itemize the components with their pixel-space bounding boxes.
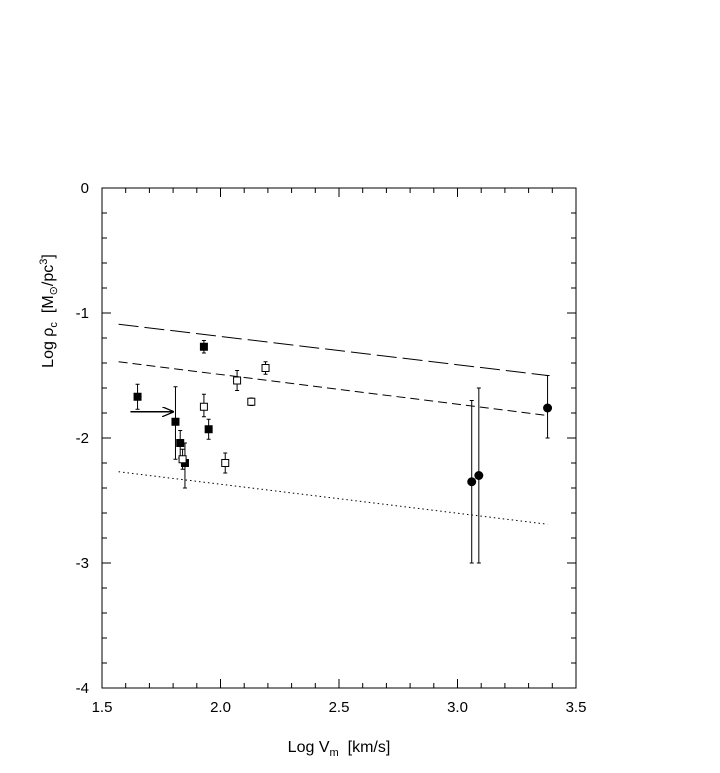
filled-square-point — [199, 342, 208, 351]
plot-frame — [101, 187, 577, 689]
filled-square-point — [133, 392, 142, 401]
filled-square-point — [176, 439, 185, 447]
dotted-line — [118, 471, 548, 525]
axis-ticks — [101, 187, 577, 689]
y-tick-label: -3 — [76, 555, 89, 572]
x-tick-label: 1.5 — [92, 699, 113, 716]
y-tick-label: 0 — [81, 180, 89, 197]
open-square-point — [261, 364, 270, 372]
x-axis-title: Log Vm [km/s] — [288, 739, 391, 759]
open-square-point — [199, 402, 208, 411]
open-square-point — [247, 397, 256, 406]
x-tick-label: 2.0 — [210, 699, 231, 716]
dashed-line — [118, 361, 548, 416]
filled-circle-point — [467, 477, 477, 487]
filled-circle-point — [543, 403, 553, 413]
x-tick-label: 2.5 — [329, 699, 350, 716]
x-tick-labels: 1.5 2.0 2.5 3.0 3.5 — [92, 699, 587, 716]
y-tick-label: -1 — [76, 305, 89, 322]
y-tick-labels: -4 -3 -2 -1 0 — [76, 180, 89, 697]
y-tick-label: -4 — [76, 680, 89, 697]
filled-square-point — [171, 417, 180, 426]
filled-circle-point — [474, 471, 484, 480]
x-tick-label: 3.0 — [447, 699, 468, 716]
long-dashed-line — [118, 323, 548, 376]
data-points — [133, 342, 553, 487]
fit-lines — [118, 323, 548, 525]
open-square-point — [178, 455, 187, 464]
open-square-point — [221, 459, 230, 467]
x-tick-label: 3.5 — [566, 699, 587, 716]
y-axis-title: Log ρc[M⊙/pc3] — [38, 254, 60, 368]
y-tick-label: -2 — [76, 430, 89, 447]
filled-square-point — [204, 425, 213, 434]
open-square-point — [233, 376, 242, 385]
error-bars — [135, 340, 550, 564]
